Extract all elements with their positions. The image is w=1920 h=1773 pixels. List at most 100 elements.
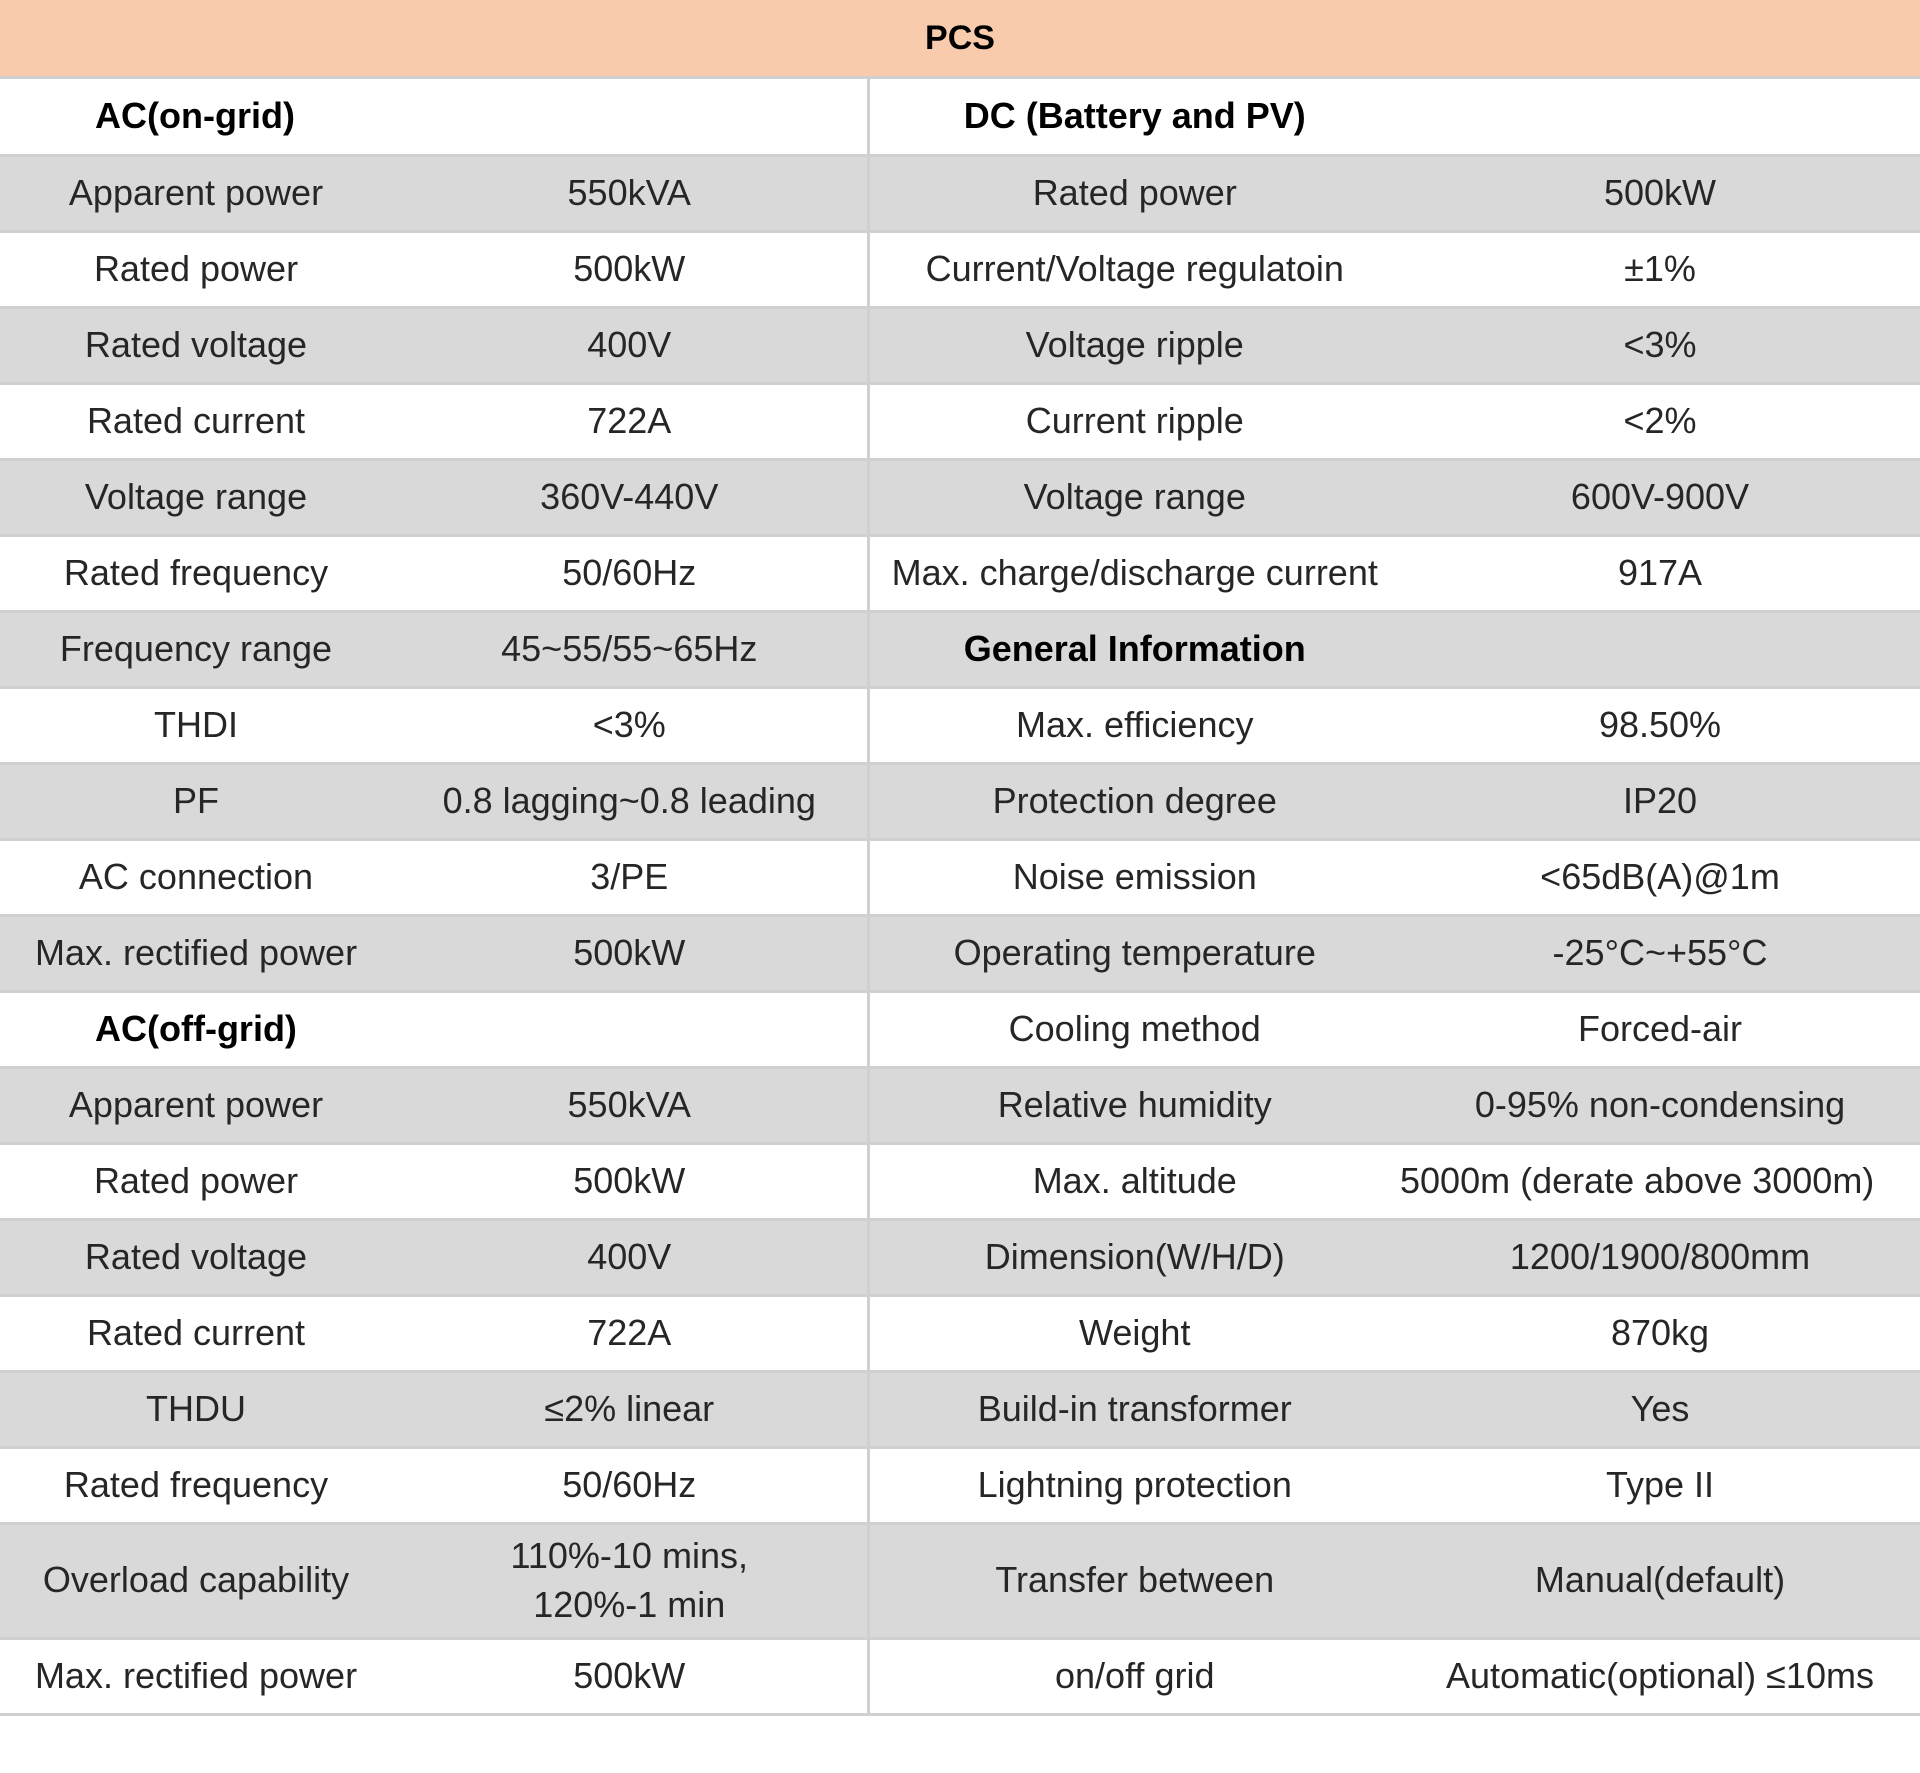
spec-label: PF bbox=[0, 763, 392, 841]
spec-value: 917A bbox=[1400, 535, 1920, 613]
table-row: Rated current 722A Weight 870kg bbox=[0, 1295, 1920, 1373]
spec-value: 500kW bbox=[392, 1638, 870, 1716]
spec-label: Rated current bbox=[0, 1295, 392, 1373]
spec-value: 50/60Hz bbox=[392, 1447, 870, 1525]
spec-label: Current/Voltage regulatoin bbox=[868, 231, 1400, 309]
ac-off-grid-heading: AC(off-grid) bbox=[0, 991, 392, 1069]
empty-cell bbox=[392, 79, 870, 157]
table-row: Apparent power 550kVA Relative humidity … bbox=[0, 1067, 1920, 1145]
spec-value-line: 120%-1 min bbox=[533, 1583, 726, 1625]
table-row: AC(on-grid) DC (Battery and PV) bbox=[0, 79, 1920, 157]
spec-value: 400V bbox=[392, 1219, 870, 1297]
spec-value: 0-95% non-condensing bbox=[1400, 1067, 1920, 1145]
spec-label: Relative humidity bbox=[868, 1067, 1400, 1145]
table-row: Apparent power 550kVA Rated power 500kW bbox=[0, 155, 1920, 233]
spec-value: <65dB(A)@1m bbox=[1400, 839, 1920, 917]
spec-label: Rated power bbox=[868, 155, 1400, 233]
spec-value: <3% bbox=[392, 687, 870, 765]
table-row: Rated voltage 400V Voltage ripple <3% bbox=[0, 307, 1920, 385]
table-row: AC connection 3/PE Noise emission <65dB(… bbox=[0, 839, 1920, 917]
spec-label: on/off grid bbox=[868, 1638, 1400, 1716]
spec-label: Dimension(W/H/D) bbox=[868, 1219, 1400, 1297]
spec-value: 98.50% bbox=[1400, 687, 1920, 765]
spec-value: 870kg bbox=[1400, 1295, 1920, 1373]
spec-value: 0.8 lagging~0.8 leading bbox=[392, 763, 870, 841]
spec-label: Protection degree bbox=[868, 763, 1400, 841]
spec-label: Rated power bbox=[0, 231, 392, 309]
empty-cell bbox=[1400, 79, 1920, 157]
spec-value: 722A bbox=[392, 1295, 870, 1373]
spec-value-multiline: 110%-10 mins, 120%-1 min bbox=[392, 1523, 870, 1640]
table-row: Rated power 500kW Max. altitude 5000m (d… bbox=[0, 1143, 1920, 1221]
spec-value: 500kW bbox=[392, 915, 870, 993]
spec-value: -25°C~+55°C bbox=[1400, 915, 1920, 993]
spec-label: Weight bbox=[868, 1295, 1400, 1373]
spec-value: 600V-900V bbox=[1400, 459, 1920, 537]
table-row: AC(off-grid) Cooling method Forced-air bbox=[0, 991, 1920, 1069]
table-row: PF 0.8 lagging~0.8 leading Protection de… bbox=[0, 763, 1920, 841]
spec-label: Rated power bbox=[0, 1143, 392, 1221]
spec-value-line: 110%-10 mins, bbox=[510, 1534, 748, 1576]
spec-label: Max. charge/discharge current bbox=[868, 535, 1400, 613]
table-title: PCS bbox=[0, 0, 1920, 79]
table-row: Rated frequency 50/60Hz Lightning protec… bbox=[0, 1447, 1920, 1525]
spec-value: 722A bbox=[392, 383, 870, 461]
spec-label: Max. rectified power bbox=[0, 1638, 392, 1716]
spec-value: Manual(default) bbox=[1400, 1523, 1920, 1640]
spec-value: Yes bbox=[1400, 1371, 1920, 1449]
spec-label: Apparent power bbox=[0, 155, 392, 233]
spec-label: Voltage range bbox=[868, 459, 1400, 537]
table-row: Max. rectified power 500kW on/off grid A… bbox=[0, 1638, 1920, 1716]
spec-label: Noise emission bbox=[868, 839, 1400, 917]
spec-value: 45~55/55~65Hz bbox=[392, 611, 870, 689]
spec-label: AC connection bbox=[0, 839, 392, 917]
spec-label: THDU bbox=[0, 1371, 392, 1449]
spec-value: 50/60Hz bbox=[392, 535, 870, 613]
table-row: Rated voltage 400V Dimension(W/H/D) 1200… bbox=[0, 1219, 1920, 1297]
spec-value: IP20 bbox=[1400, 763, 1920, 841]
spec-label: Cooling method bbox=[868, 991, 1400, 1069]
spec-label: Voltage range bbox=[0, 459, 392, 537]
spec-value: <2% bbox=[1400, 383, 1920, 461]
table-row: Frequency range 45~55/55~65Hz General In… bbox=[0, 611, 1920, 689]
spec-value: 400V bbox=[392, 307, 870, 385]
table-row: Rated current 722A Current ripple <2% bbox=[0, 383, 1920, 461]
empty-cell bbox=[1400, 611, 1920, 689]
spec-value: Forced-air bbox=[1400, 991, 1920, 1069]
spec-value: ≤2% linear bbox=[392, 1371, 870, 1449]
spec-value: 500kW bbox=[392, 1143, 870, 1221]
table-row: THDU ≤2% linear Build-in transformer Yes bbox=[0, 1371, 1920, 1449]
spec-value: Automatic(optional) ≤10ms bbox=[1400, 1638, 1920, 1716]
spec-value: 1200/1900/800mm bbox=[1400, 1219, 1920, 1297]
table-row: Max. rectified power 500kW Operating tem… bbox=[0, 915, 1920, 993]
dc-heading: DC (Battery and PV) bbox=[868, 79, 1400, 157]
spec-label: THDI bbox=[0, 687, 392, 765]
spec-label: Current ripple bbox=[868, 383, 1400, 461]
spec-label: Rated frequency bbox=[0, 1447, 392, 1525]
spec-label: Max. altitude bbox=[868, 1143, 1400, 1221]
spec-value: 500kW bbox=[392, 231, 870, 309]
spec-label: Apparent power bbox=[0, 1067, 392, 1145]
spec-value: 360V-440V bbox=[392, 459, 870, 537]
table-row: Voltage range 360V-440V Voltage range 60… bbox=[0, 459, 1920, 537]
spec-label: Rated voltage bbox=[0, 1219, 392, 1297]
spec-label: Rated current bbox=[0, 383, 392, 461]
spec-label: Frequency range bbox=[0, 611, 392, 689]
spec-label: Max. rectified power bbox=[0, 915, 392, 993]
spec-label: Overload capability bbox=[0, 1523, 392, 1640]
ac-on-grid-heading: AC(on-grid) bbox=[0, 79, 392, 157]
spec-label: Max. efficiency bbox=[868, 687, 1400, 765]
empty-cell bbox=[392, 991, 870, 1069]
spec-value: <3% bbox=[1400, 307, 1920, 385]
spec-value: Type II bbox=[1400, 1447, 1920, 1525]
general-info-heading: General Information bbox=[868, 611, 1400, 689]
spec-label: Build-in transformer bbox=[868, 1371, 1400, 1449]
table-row: Rated power 500kW Current/Voltage regula… bbox=[0, 231, 1920, 309]
spec-value: 3/PE bbox=[392, 839, 870, 917]
spec-value: 550kVA bbox=[392, 155, 870, 233]
table-row: Overload capability 110%-10 mins, 120%-1 … bbox=[0, 1523, 1920, 1640]
spec-label: Transfer between bbox=[868, 1523, 1400, 1640]
table-row: THDI <3% Max. efficiency 98.50% bbox=[0, 687, 1920, 765]
spec-label: Voltage ripple bbox=[868, 307, 1400, 385]
